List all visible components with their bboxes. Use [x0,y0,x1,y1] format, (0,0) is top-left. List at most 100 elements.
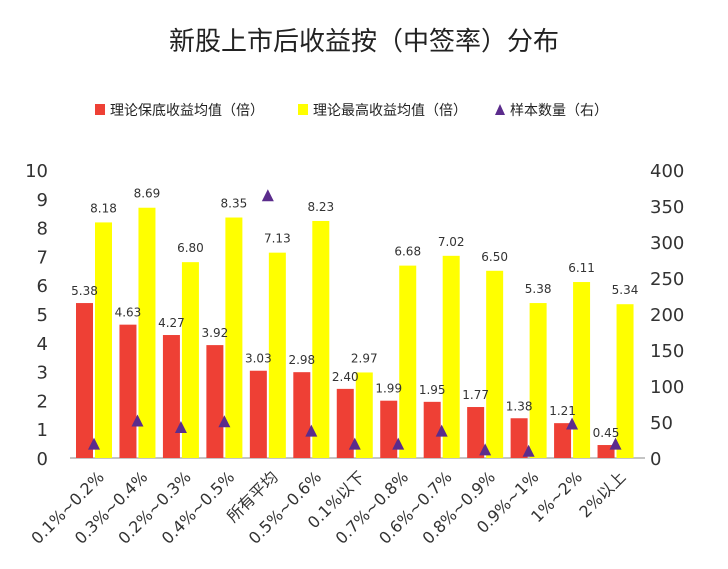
marker-samples-12 [609,437,622,450]
bars [76,207,634,458]
marker-samples-4 [261,189,274,202]
legend-label-2: 样本数量（右） [510,103,608,119]
right-tick-label: 100 [650,377,684,398]
marker-samples-5 [305,424,318,437]
marker-samples-8 [435,424,448,437]
left-tick-label: 5 [37,305,48,326]
left-tick-label: 8 [37,219,48,240]
label-max-6: 2.97 [351,351,378,365]
label-floor-3: 3.92 [202,326,229,340]
label-max-4: 7.13 [264,232,291,246]
marker-samples-7 [392,437,405,450]
left-tick-label: 6 [37,276,48,297]
marker-samples-10 [522,444,535,457]
right-tick-label: 150 [650,341,684,362]
label-max-5: 8.23 [307,200,334,214]
marker-samples-1 [131,414,144,427]
bar-floor-0 [76,303,93,458]
bar-max-12 [616,304,634,458]
label-max-10: 5.38 [525,282,552,296]
left-tick-label: 1 [37,420,48,441]
legend-label-0: 理论保底收益均值（倍） [110,103,264,119]
left-tick-label: 2 [37,391,48,412]
label-floor-9: 1.77 [462,388,489,402]
label-floor-12: 0.45 [593,426,620,440]
bar-floor-9 [467,407,485,458]
right-tick-label: 0 [650,449,661,470]
bar-max-5 [312,220,330,458]
bar-floor-1 [119,324,137,458]
bar-max-8 [442,255,460,458]
marker-samples-6 [348,437,361,450]
label-floor-8: 1.95 [419,383,446,397]
right-tick-label: 200 [650,305,684,326]
right-tick-label: 300 [650,233,684,254]
sample-markers [88,189,622,457]
label-max-1: 8.69 [134,187,161,201]
label-floor-11: 1.21 [549,404,576,418]
label-max-0: 8.18 [90,201,117,215]
bar-max-0 [95,222,112,458]
data-labels: 5.38 8.18 4.63 8.69 4.27 6.80 3.92 8.35 3.03 7.13… [71,187,638,440]
left-tick-label: 7 [37,247,48,268]
left-tick-label: 0 [37,449,48,470]
bar-max-6 [355,372,373,458]
bar-floor-3 [206,345,224,458]
legend-marker-samples [495,104,505,115]
right-tick-label: 400 [650,161,684,182]
label-floor-4: 3.03 [245,352,272,366]
bar-max-1 [138,207,156,458]
left-tick-label: 10 [25,161,48,182]
label-floor-6: 2.40 [332,370,359,384]
bar-max-9 [486,270,504,458]
label-floor-0: 5.38 [71,284,98,298]
label-floor-7: 1.99 [375,382,402,396]
label-max-3: 8.35 [221,197,248,211]
marker-samples-3 [218,415,231,428]
label-max-8: 7.02 [438,235,465,249]
bar-max-11 [573,282,591,458]
right-tick-label: 350 [650,197,684,218]
label-floor-2: 4.27 [158,316,185,330]
chart-title: 新股上市后收益按（中签率）分布 [169,27,559,57]
bar-floor-2 [162,335,180,458]
bar-floor-4 [249,370,267,458]
bar-max-10 [529,303,547,458]
label-floor-10: 1.38 [506,399,533,413]
marker-samples-2 [174,421,187,434]
bar-floor-7 [380,400,398,458]
right-tick-label: 250 [650,269,684,290]
bar-floor-6 [336,388,354,458]
legend: 理论保底收益均值（倍） 理论最高收益均值（倍） 样本数量（右） [95,102,608,119]
bar-max-3 [225,217,243,458]
legend-swatch-1 [298,104,308,115]
legend-swatch-0 [95,104,105,115]
marker-samples-0 [88,437,100,450]
bar-max-2 [181,262,199,458]
label-max-2: 6.80 [177,241,204,255]
label-max-9: 6.50 [481,250,508,264]
bar-floor-11 [554,423,572,458]
x-tick-label-12: 2%以上 [575,467,629,521]
label-floor-5: 2.98 [288,353,315,367]
marker-samples-11 [566,417,579,430]
left-tick-label: 4 [37,334,48,355]
bar-floor-10 [510,418,528,458]
label-max-12: 5.34 [612,283,639,297]
bar-floor-8 [423,401,441,458]
bar-max-4 [268,252,286,458]
x-tick-labels: 0.1%~0.2%0.3%~0.4%0.2%~0.3%0.4%~0.5%所有平均… [27,467,629,547]
right-tick-label: 50 [650,413,673,434]
marker-samples-9 [479,443,492,456]
label-max-11: 6.11 [568,261,595,275]
legend-label-1: 理论最高收益均值（倍） [313,102,467,119]
left-tick-label: 3 [37,363,48,384]
label-max-7: 6.68 [394,245,421,259]
left-tick-label: 9 [37,190,48,211]
bar-max-7 [399,265,417,458]
bar-floor-5 [293,372,311,458]
label-floor-1: 4.63 [115,306,142,320]
